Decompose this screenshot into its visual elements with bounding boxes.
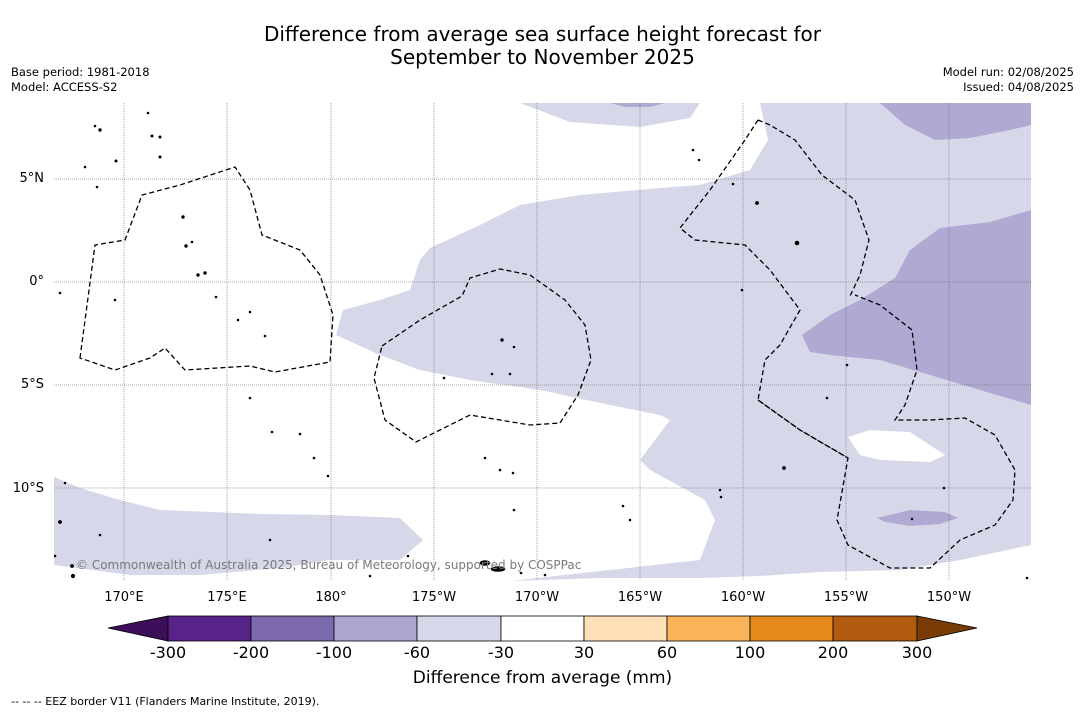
- colorbar-tick-label: 60: [656, 643, 678, 662]
- lon-label-155w: 155°W: [823, 590, 869, 605]
- lon-label-150w: 150°W: [926, 590, 972, 605]
- anomaly-region-white: [848, 430, 945, 462]
- eez-border: [757, 399, 849, 459]
- issued-date: Issued: 04/08/2025: [963, 80, 1074, 94]
- map-title-line1: Difference from average sea surface heig…: [263, 22, 822, 46]
- colorbar-bin: [167, 615, 252, 642]
- eez-borders: [79, 119, 1016, 569]
- colorbar-bin: [832, 615, 918, 642]
- eez-border: [79, 166, 334, 373]
- lon-label-175e: 175°E: [207, 590, 247, 605]
- anomaly-region-mid: [877, 510, 958, 526]
- map-frame: [54, 103, 1031, 581]
- colorbar-extend-low: [107, 615, 169, 642]
- anomaly-region-mid: [880, 103, 1031, 140]
- colorbar-extend-high: [916, 615, 978, 642]
- model-name: Model: ACCESS-S2: [11, 80, 118, 94]
- anomaly-region-light: [336, 103, 1031, 581]
- colorbar-bin: [333, 615, 418, 642]
- colorbar-bin: [666, 615, 751, 642]
- eez-border: [679, 119, 1016, 569]
- lat-label-5s: 5°S: [20, 377, 44, 392]
- colorbar-bin: [749, 615, 834, 642]
- colorbar-tick-label: -200: [232, 643, 270, 662]
- colorbar-tick-label: 100: [734, 643, 766, 662]
- colorbar-bin: [416, 615, 502, 642]
- model-run-date: Model run: 02/08/2025: [942, 65, 1074, 79]
- lon-label-160w: 160°W: [720, 590, 766, 605]
- anomaly-region-mid: [802, 210, 1031, 405]
- meta-left: Base period: 1981-2018 Model: ACCESS-S2: [11, 65, 150, 95]
- colorbar-bin: [500, 615, 585, 642]
- eez-border: [373, 268, 592, 443]
- eez-footnote: -- -- -- EEZ border V11 (Flanders Marine…: [11, 695, 320, 708]
- lon-label-180: 180°: [315, 590, 347, 605]
- colorbar-tick-label: 300: [901, 643, 933, 662]
- lon-label-170w: 170°W: [514, 590, 560, 605]
- colorbar-tick-label: -100: [315, 643, 353, 662]
- base-period: Base period: 1981-2018: [11, 65, 150, 79]
- colorbar-tick-label: 200: [817, 643, 849, 662]
- colorbar-title: Difference from average (mm): [412, 668, 673, 688]
- colorbar-tick-label: 30: [573, 643, 595, 662]
- lon-label-170e: 170°E: [104, 590, 144, 605]
- colorbar-tick-label: -300: [149, 643, 187, 662]
- colorbar-bin: [250, 615, 335, 642]
- lat-label-0: 0°: [29, 274, 44, 289]
- lat-label-10s: 10°S: [12, 481, 44, 496]
- colorbar-tick-label: -60: [403, 643, 431, 662]
- colorbar-tick-label: -30: [487, 643, 515, 662]
- lon-label-165w: 165°W: [617, 590, 663, 605]
- anomaly-region-light: [54, 477, 423, 575]
- lat-label-5n: 5°N: [19, 171, 45, 186]
- map-title-line2: September to November 2025: [390, 45, 695, 69]
- lon-label-175w: 175°W: [411, 590, 457, 605]
- colorbar-bin: [583, 615, 668, 642]
- meta-right: Model run: 02/08/2025 Issued: 04/08/2025: [943, 65, 1074, 95]
- islands: [54, 111, 1029, 580]
- copyright-notice: © Commonwealth of Australia 2025, Bureau…: [76, 558, 582, 572]
- anomaly-region-mid: [610, 103, 665, 107]
- eez-border: [757, 119, 870, 297]
- anomaly-region-light: [520, 103, 700, 127]
